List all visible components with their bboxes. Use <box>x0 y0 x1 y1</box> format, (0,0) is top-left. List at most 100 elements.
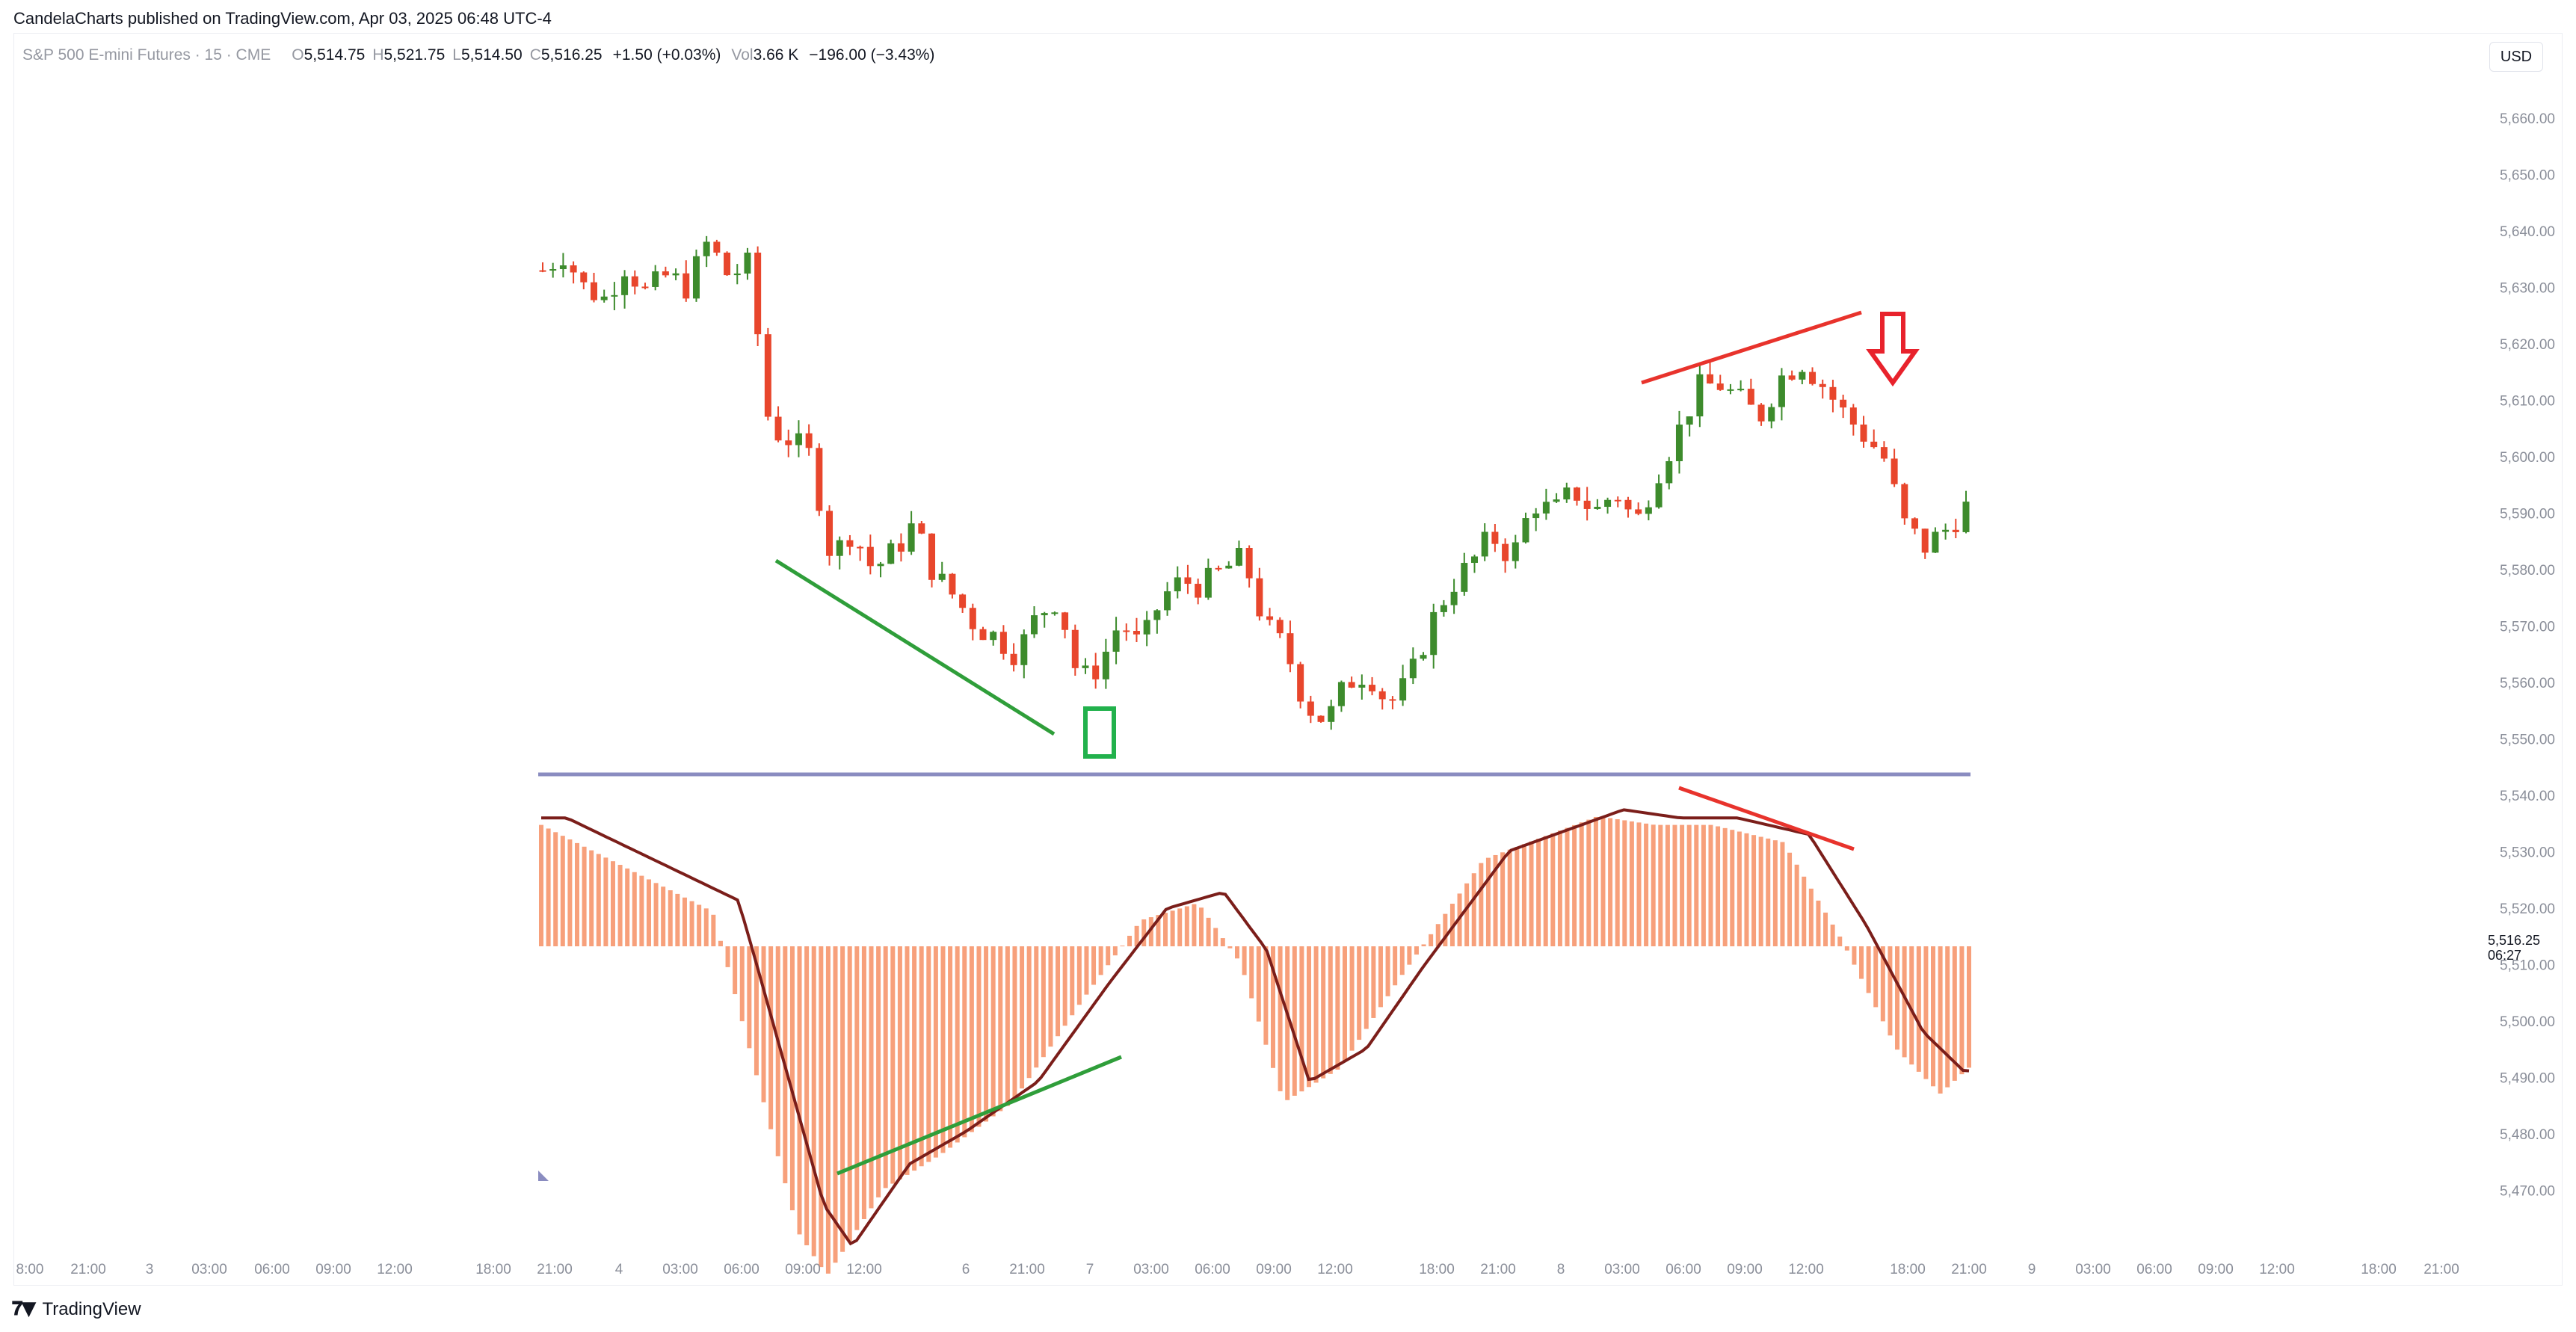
candle-body <box>805 433 813 448</box>
time-tick-label: 06:00 <box>1666 1262 1701 1277</box>
indicator-collapse-icon <box>538 1171 549 1181</box>
chart-frame[interactable] <box>13 33 2563 1286</box>
macd-histogram-bar <box>1758 836 1763 946</box>
macd-histogram-bar <box>1938 946 1943 1094</box>
macd-histogram-bar <box>632 872 637 946</box>
candle-body <box>836 540 843 556</box>
macd-histogram-bar <box>1342 946 1347 1062</box>
time-tick-label: 21:00 <box>70 1262 106 1277</box>
macd-histogram-bar <box>1421 944 1426 946</box>
low-label: L <box>452 46 461 64</box>
candle-body <box>1235 547 1242 566</box>
candle-body <box>969 608 976 629</box>
macd-histogram-bar <box>1192 904 1197 946</box>
price-tick-label: 5,570.00 <box>2500 619 2555 635</box>
time-tick-label: 06:00 <box>254 1262 290 1277</box>
macd-histogram-bar <box>768 946 774 1129</box>
tradingview-logo[interactable]: 𝟕▼ TradingView <box>12 1298 141 1321</box>
candle-body <box>1522 518 1529 543</box>
candle-body <box>999 632 1007 654</box>
macd-histogram-bar <box>1651 824 1656 946</box>
candle-body <box>1809 371 1817 384</box>
candle-body <box>1133 631 1140 635</box>
candle-body <box>1102 651 1109 679</box>
macd-histogram-bar <box>1959 946 1965 1075</box>
macd-histogram-bar <box>682 897 687 946</box>
price-tick-label: 5,480.00 <box>2500 1127 2555 1143</box>
currency-button[interactable]: USD <box>2489 42 2543 72</box>
open-value: 5,514.75 <box>303 46 366 64</box>
candle-body <box>1747 389 1754 405</box>
candle-body <box>1164 591 1171 611</box>
price-tick-label: 5,620.00 <box>2500 337 2555 353</box>
candlesticks <box>539 235 1970 730</box>
macd-histogram-bar <box>675 893 680 946</box>
macd-histogram-bar <box>1106 946 1111 966</box>
macd-histogram-bar <box>1644 823 1649 946</box>
candle-body <box>1440 605 1447 612</box>
time-tick-label: 03:00 <box>2075 1262 2111 1277</box>
macd-histogram-bar <box>653 883 659 946</box>
macd-histogram-bar <box>1235 946 1240 959</box>
macd-histogram-bar <box>1278 946 1283 1091</box>
bearish-trendline-price <box>1641 310 1862 385</box>
macd-histogram-bar <box>962 946 967 1138</box>
macd-histogram-bar <box>1686 824 1692 946</box>
macd-histogram-bar <box>1393 946 1398 986</box>
macd-histogram-bar <box>955 946 960 1143</box>
candle-body <box>1307 701 1314 716</box>
macd-histogram-bar <box>747 946 752 1049</box>
macd-histogram-bar <box>1744 833 1749 946</box>
macd-histogram-bar <box>646 879 651 946</box>
candle-body <box>1358 685 1366 688</box>
macd-histogram-bar <box>969 946 974 1132</box>
macd-histogram-bar <box>661 887 666 946</box>
macd-histogram-bar <box>976 946 982 1127</box>
macd-histogram-bar <box>1952 946 1957 1081</box>
candle-body <box>979 629 987 641</box>
symbol-legend: S&P 500 E-mini Futures · 15 · CME O 5,514… <box>22 46 934 64</box>
macd-histogram-bar <box>819 946 824 1268</box>
macd-histogram-bar <box>905 946 910 1175</box>
macd-histogram-bar <box>1895 946 1900 1050</box>
candle-body <box>990 632 997 641</box>
candle-body <box>1461 563 1468 592</box>
macd-histogram-bar <box>933 946 938 1158</box>
macd-histogram-bar <box>1385 946 1390 996</box>
macd-histogram-bar <box>1076 946 1082 1005</box>
macd-histogram-bar <box>1507 849 1512 946</box>
candle-body <box>1225 565 1233 569</box>
low-value: 5,514.50 <box>460 46 523 64</box>
candle-body <box>1573 487 1580 501</box>
time-tick-label: 21:00 <box>1009 1262 1045 1277</box>
symbol-name[interactable]: S&P 500 E-mini Futures · 15 · CME <box>22 46 271 64</box>
bar-countdown: 06:27 <box>2488 948 2522 963</box>
macd-histogram-bar <box>1967 946 1971 1068</box>
candle-body <box>1962 502 1970 532</box>
candle-body <box>1112 630 1120 652</box>
macd-histogram-bar <box>1357 946 1362 1040</box>
macd-histogram-bar <box>1859 946 1864 979</box>
macd-histogram-bar <box>1263 946 1269 1045</box>
macd-histogram-bar <box>1751 835 1757 946</box>
macd-histogram-bar <box>1084 946 1089 995</box>
macd-histogram-bar <box>1170 910 1175 946</box>
candle-body <box>1174 577 1181 592</box>
macd-histogram-bar <box>1020 946 1025 1089</box>
time-tick-label: 21:00 <box>537 1262 573 1277</box>
volume-change: −196.00 (−3.43%) <box>809 46 935 64</box>
candle-body <box>754 252 762 335</box>
candle-body <box>1583 500 1591 509</box>
price-tick-label: 5,540.00 <box>2500 789 2555 804</box>
time-tick-label: 06:00 <box>2136 1262 2172 1277</box>
macd-histogram-bar <box>1557 830 1562 946</box>
macd-signal-line <box>541 808 1970 1246</box>
candle-body <box>1348 682 1355 688</box>
macd-histogram-bar <box>1694 824 1699 946</box>
candle-body <box>1675 425 1683 462</box>
macd-histogram-bar <box>539 824 543 946</box>
macd-histogram-bar <box>1794 864 1799 946</box>
macd-histogram-bar <box>1888 946 1893 1036</box>
candle-body <box>887 543 895 564</box>
